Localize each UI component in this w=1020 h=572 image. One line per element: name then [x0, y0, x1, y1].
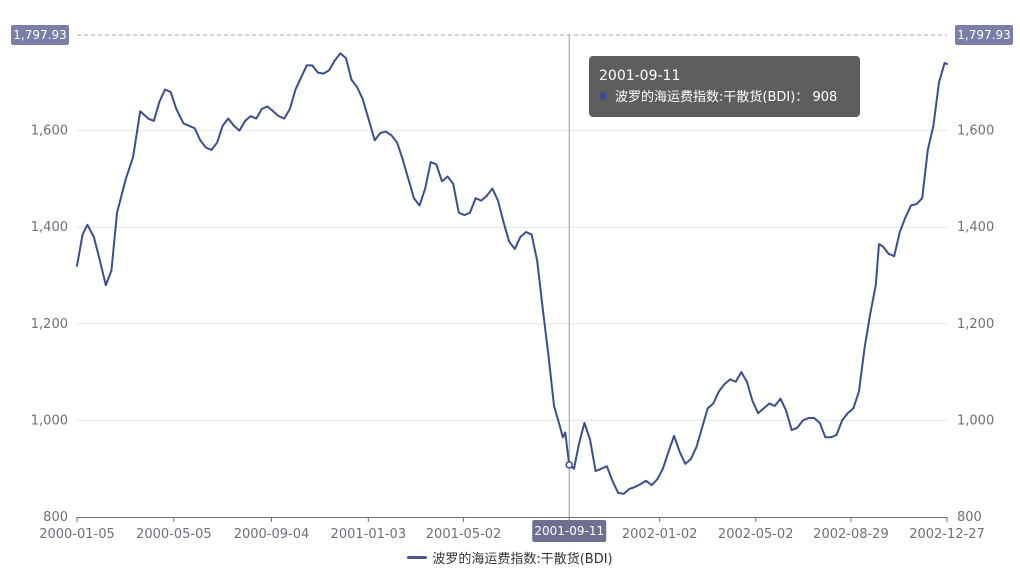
- x-tick-label: 2000-05-05: [136, 527, 212, 542]
- x-tick-label: 2002-08-29: [813, 527, 889, 542]
- ymax-label-right: 1,797.93: [957, 28, 1010, 42]
- x-tick-label: 2002-05-02: [718, 527, 794, 542]
- axis-pointer-label-box: [532, 520, 607, 542]
- ymax-label-left-box: [11, 25, 69, 45]
- y-tick-label-right: 800: [957, 510, 982, 525]
- chart-tooltip: 2001-09-11 波罗的海运费指数:干散货(BDI)： 908: [589, 56, 860, 117]
- chart-legend[interactable]: 波罗的海运费指数:干散货(BDI): [0, 548, 1020, 567]
- y-tick-label-right: 1,400: [957, 220, 994, 235]
- y-tick-label-right: 1,600: [957, 124, 994, 139]
- ymax-label-left: 1,797.93: [13, 28, 66, 42]
- axis-pointer-label: 2001-09-11: [534, 524, 604, 538]
- highlight-point: [565, 461, 573, 469]
- tooltip-row: 波罗的海运费指数:干散货(BDI)： 908: [599, 88, 850, 108]
- y-tick-label-right: 1,200: [957, 317, 994, 332]
- x-tick-label: 2002-12-27: [909, 527, 985, 542]
- y-tick-label-left: 1,000: [31, 413, 68, 428]
- tooltip-series-label: 波罗的海运费指数:干散货(BDI): [615, 90, 796, 105]
- ymax-label-right-box: [955, 25, 1013, 45]
- y-tick-label-left: 1,200: [31, 317, 68, 332]
- y-tick-label-left: 800: [43, 510, 68, 525]
- y-tick-label-left: 1,400: [31, 220, 68, 235]
- y-tick-label-left: 1,600: [31, 124, 68, 139]
- x-tick-label: 2001-01-03: [331, 527, 407, 542]
- x-tick-label: 2000-09-04: [234, 527, 310, 542]
- y-tick-label-right: 1,000: [957, 413, 994, 428]
- tooltip-series-dot: [599, 92, 607, 100]
- tooltip-date: 2001-09-11: [599, 68, 681, 84]
- legend-label: 波罗的海运费指数:干散货(BDI): [432, 552, 613, 567]
- x-tick-label: 2002-01-02: [622, 527, 698, 542]
- tooltip-separator: ：: [795, 90, 809, 105]
- bdi-series-line: [76, 52, 948, 495]
- legend-line-swatch: [407, 556, 428, 559]
- x-tick-label: 2001-05-02: [426, 527, 502, 542]
- tooltip-value: 908: [812, 90, 838, 105]
- x-tick-label: 2000-01-05: [39, 527, 115, 542]
